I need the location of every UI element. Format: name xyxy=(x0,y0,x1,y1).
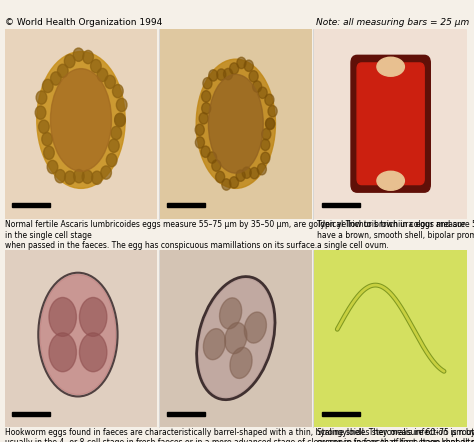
Circle shape xyxy=(201,91,211,102)
Text: Strongyloides stercoralis infection is routinely diagnosed by the
presence in fa: Strongyloides stercoralis infection is r… xyxy=(317,428,474,442)
Circle shape xyxy=(229,177,238,188)
Text: Normal fertile Ascaris lumbricoides eggs measure 55–75 μm by 35–50 μm, are golde: Normal fertile Ascaris lumbricoides eggs… xyxy=(5,220,465,250)
Text: Normal fertile: Normal fertile xyxy=(5,221,60,230)
Circle shape xyxy=(42,133,53,146)
Circle shape xyxy=(195,137,204,148)
Circle shape xyxy=(262,129,271,140)
Ellipse shape xyxy=(203,328,226,360)
Ellipse shape xyxy=(49,297,76,336)
Circle shape xyxy=(208,152,217,163)
Circle shape xyxy=(261,139,270,150)
Circle shape xyxy=(64,54,75,68)
Ellipse shape xyxy=(230,347,252,378)
Circle shape xyxy=(217,69,226,80)
Text: Hookworm eggs found in faeces are characteristically barrel-shaped with a thin, : Hookworm eggs found in faeces are charac… xyxy=(5,428,474,442)
Bar xyxy=(322,202,360,207)
Circle shape xyxy=(51,72,61,85)
Circle shape xyxy=(203,78,212,89)
Circle shape xyxy=(111,126,121,140)
Text: Typical Trichuris trichiura eggs measure 50–55 μm by 22–21 μm,
have a brown, smo: Typical Trichuris trichiura eggs measure… xyxy=(317,220,474,250)
Circle shape xyxy=(229,63,239,74)
Ellipse shape xyxy=(37,52,125,188)
Ellipse shape xyxy=(244,312,266,343)
Circle shape xyxy=(115,113,125,126)
Circle shape xyxy=(237,57,246,69)
Circle shape xyxy=(57,64,68,77)
Circle shape xyxy=(55,170,65,183)
Circle shape xyxy=(82,170,93,183)
Ellipse shape xyxy=(50,69,111,171)
Circle shape xyxy=(242,167,251,179)
Ellipse shape xyxy=(49,333,76,372)
Circle shape xyxy=(115,113,125,126)
Circle shape xyxy=(257,164,266,175)
Bar xyxy=(12,412,50,416)
Text: Note: all measuring bars = 25 μm: Note: all measuring bars = 25 μm xyxy=(316,18,469,27)
Ellipse shape xyxy=(80,333,107,372)
Circle shape xyxy=(216,171,225,183)
Bar xyxy=(322,412,360,416)
Circle shape xyxy=(268,106,277,117)
Ellipse shape xyxy=(219,298,242,329)
Circle shape xyxy=(105,75,115,88)
Ellipse shape xyxy=(225,323,247,354)
Circle shape xyxy=(201,146,210,157)
Circle shape xyxy=(97,69,108,82)
Bar xyxy=(167,202,205,207)
Circle shape xyxy=(35,106,46,119)
Circle shape xyxy=(222,179,231,190)
Ellipse shape xyxy=(40,274,116,395)
Circle shape xyxy=(244,60,253,72)
Circle shape xyxy=(109,139,119,152)
Bar xyxy=(12,202,50,207)
Circle shape xyxy=(83,50,93,64)
Ellipse shape xyxy=(377,171,404,191)
Circle shape xyxy=(195,124,204,136)
Circle shape xyxy=(265,118,275,130)
Ellipse shape xyxy=(377,57,404,76)
Circle shape xyxy=(253,81,262,92)
Circle shape xyxy=(250,168,259,179)
Circle shape xyxy=(64,171,75,184)
Circle shape xyxy=(44,146,55,160)
Ellipse shape xyxy=(80,297,107,336)
Text: Ascaris lumbricoides: Ascaris lumbricoides xyxy=(40,221,129,230)
Ellipse shape xyxy=(209,74,263,173)
Circle shape xyxy=(249,71,258,82)
Circle shape xyxy=(43,79,53,92)
Ellipse shape xyxy=(198,278,273,398)
Circle shape xyxy=(116,98,127,111)
Circle shape xyxy=(199,113,208,124)
Circle shape xyxy=(73,48,84,61)
Circle shape xyxy=(101,166,111,179)
Circle shape xyxy=(112,84,123,98)
Circle shape xyxy=(258,87,267,99)
Circle shape xyxy=(47,160,58,174)
Circle shape xyxy=(73,169,84,183)
Circle shape xyxy=(91,59,101,73)
Circle shape xyxy=(261,152,270,164)
Circle shape xyxy=(106,153,117,167)
Circle shape xyxy=(212,160,221,171)
Circle shape xyxy=(224,69,233,80)
Text: © World Health Organization 1994: © World Health Organization 1994 xyxy=(5,18,162,27)
Circle shape xyxy=(38,120,49,133)
Circle shape xyxy=(209,70,218,81)
Circle shape xyxy=(236,170,245,181)
Circle shape xyxy=(265,94,274,106)
Ellipse shape xyxy=(196,59,275,188)
FancyBboxPatch shape xyxy=(357,63,424,185)
FancyBboxPatch shape xyxy=(351,55,430,192)
Bar xyxy=(167,412,205,416)
Circle shape xyxy=(91,171,102,184)
Circle shape xyxy=(265,118,275,130)
Circle shape xyxy=(36,91,47,104)
Circle shape xyxy=(201,103,211,114)
